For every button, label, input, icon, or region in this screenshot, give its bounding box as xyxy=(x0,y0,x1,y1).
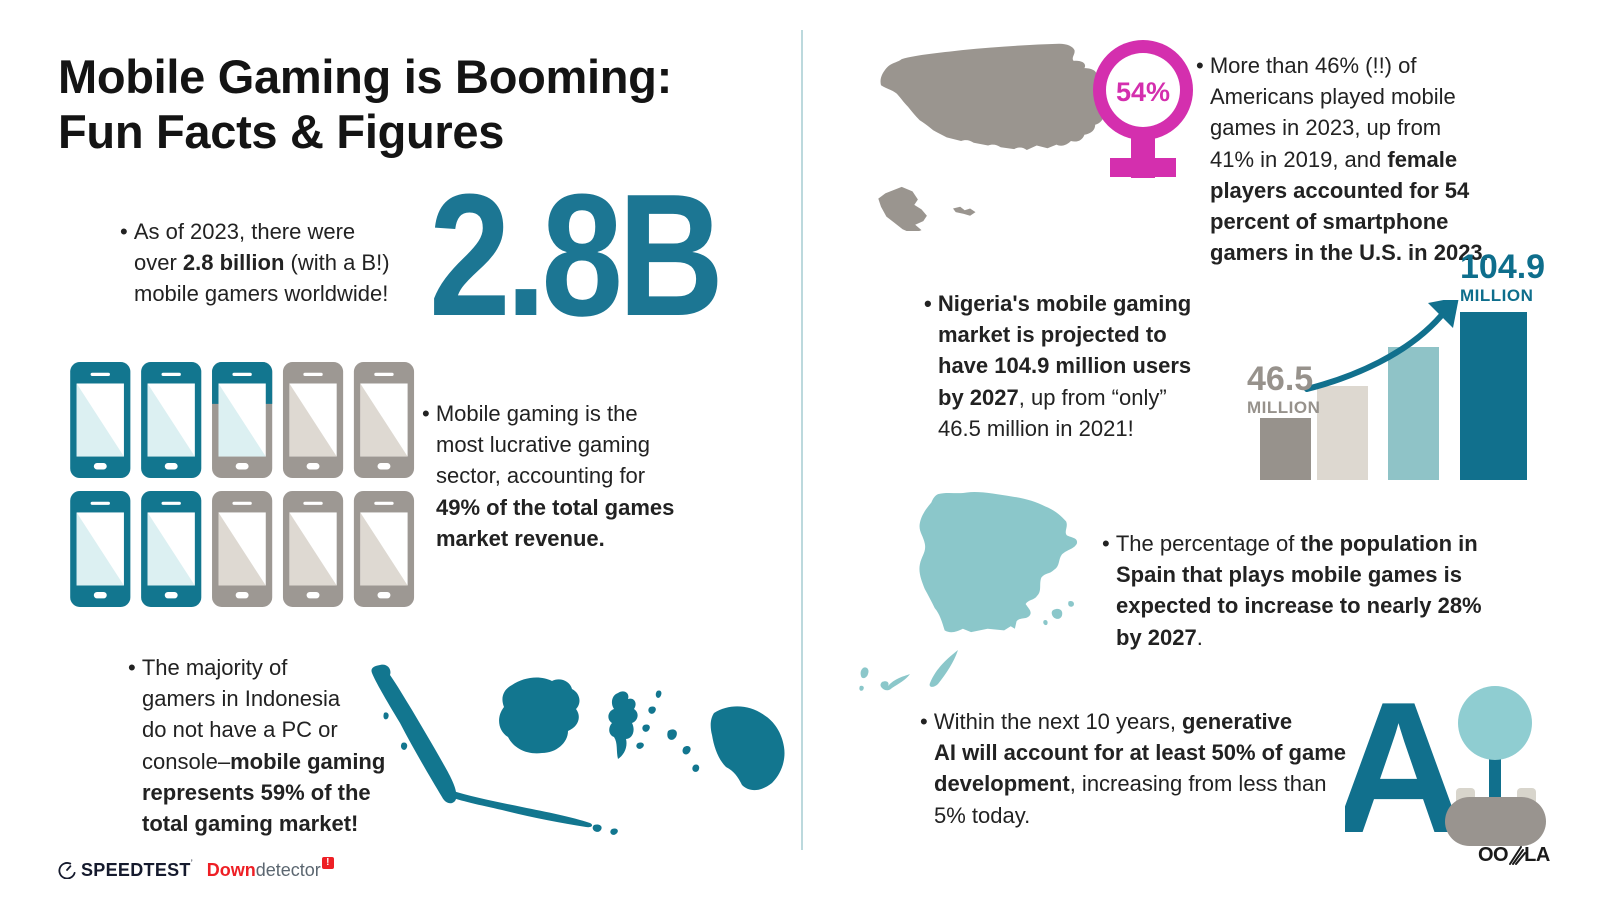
svg-text:A: A xyxy=(1345,678,1466,865)
svg-text:54%: 54% xyxy=(1116,77,1170,107)
